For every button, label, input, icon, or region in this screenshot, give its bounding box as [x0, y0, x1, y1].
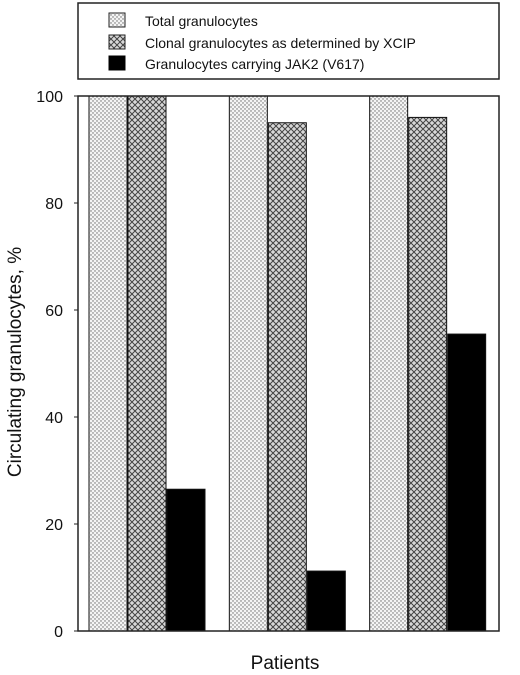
bar-series-1-patient-2 — [228, 95, 268, 632]
legend-label-clonal-granulocytes: Clonal granulocytes as determined by XCI… — [145, 35, 416, 51]
legend-swatch-jak2-granulocytes — [108, 55, 126, 71]
x-axis-label: Patients — [251, 653, 320, 674]
y-tick-label-20: 20 — [45, 517, 63, 534]
bar-series-3-patient-2 — [306, 570, 346, 632]
y-tick-label-60: 60 — [45, 303, 63, 320]
y-tick-label-40: 40 — [45, 410, 63, 427]
bar-series-2-patient-2 — [267, 122, 307, 632]
legend: Total granulocytes Clonal granulocytes a… — [77, 2, 500, 80]
legend-label-jak2-granulocytes: Granulocytes carrying JAK2 (V617) — [145, 56, 364, 72]
bar-series-1-patient-3 — [369, 95, 409, 632]
plot-area: 0 20 40 60 80 100 — [36, 89, 500, 641]
bar-series-3-patient-1 — [166, 488, 206, 632]
bar-series-2-patient-3 — [408, 116, 448, 632]
bar-series-3-patient-3 — [447, 333, 487, 632]
y-tick-label-80: 80 — [45, 196, 63, 213]
legend-swatch-clonal-granulocytes — [108, 34, 126, 50]
y-tick-label-0: 0 — [54, 624, 63, 641]
bar-series-1-patient-1 — [88, 95, 128, 632]
bar-series-2-patient-1 — [127, 95, 167, 632]
legend-box — [77, 2, 500, 80]
y-tick-label-100: 100 — [36, 89, 63, 106]
y-axis-label: Circulating granulocytes, % — [5, 247, 26, 477]
legend-swatch-total-granulocytes — [108, 12, 126, 28]
plot-frame — [77, 95, 500, 632]
legend-label-total-granulocytes: Total granulocytes — [145, 13, 258, 29]
